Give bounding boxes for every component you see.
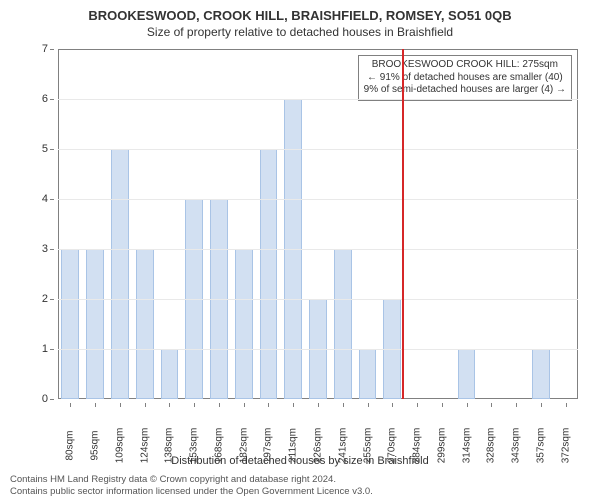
annot-line-1: BROOKESWOOD CROOK HILL: 275sqm bbox=[364, 59, 566, 72]
x-tick-label: 255sqm bbox=[362, 428, 373, 464]
x-tick bbox=[417, 403, 418, 407]
x-tick-label: 299sqm bbox=[436, 428, 447, 464]
y-tick bbox=[50, 349, 54, 350]
x-tick bbox=[318, 403, 319, 407]
bar bbox=[359, 349, 377, 399]
x-tick bbox=[392, 403, 393, 407]
x-tick bbox=[145, 403, 146, 407]
x-tick-label: 357sqm bbox=[535, 428, 546, 464]
footer-line-2: Contains public sector information licen… bbox=[10, 486, 590, 498]
footer-line-1: Contains HM Land Registry data © Crown c… bbox=[10, 474, 590, 486]
footer-attribution: Contains HM Land Registry data © Crown c… bbox=[10, 474, 590, 498]
bar bbox=[532, 349, 550, 399]
x-tick-label: 270sqm bbox=[387, 428, 398, 464]
x-tick bbox=[194, 403, 195, 407]
x-tick-label: 138sqm bbox=[164, 428, 175, 464]
x-tick-label: 124sqm bbox=[139, 428, 150, 464]
x-tick bbox=[491, 403, 492, 407]
y-tick bbox=[50, 99, 54, 100]
x-tick bbox=[70, 403, 71, 407]
y-tick bbox=[50, 249, 54, 250]
x-tick bbox=[516, 403, 517, 407]
x-tick bbox=[442, 403, 443, 407]
gridline bbox=[58, 349, 578, 350]
x-tick-label: 95sqm bbox=[90, 430, 101, 460]
bar bbox=[111, 149, 129, 399]
x-tick bbox=[219, 403, 220, 407]
bar bbox=[61, 249, 79, 399]
annot-line-3: 9% of semi-detached houses are larger (4… bbox=[364, 84, 566, 97]
bar bbox=[334, 249, 352, 399]
page-title: BROOKESWOOD, CROOK HILL, BRAISHFIELD, RO… bbox=[10, 8, 590, 23]
x-tick bbox=[268, 403, 269, 407]
x-tick-label: 168sqm bbox=[213, 428, 224, 464]
x-tick bbox=[467, 403, 468, 407]
y-tick-label: 1 bbox=[30, 343, 48, 355]
x-tick-label: 241sqm bbox=[337, 428, 348, 464]
x-tick-label: 211sqm bbox=[288, 428, 299, 463]
y-tick bbox=[50, 299, 54, 300]
y-tick-label: 7 bbox=[30, 43, 48, 55]
histogram-chart: Number of detached properties BROOKESWOO… bbox=[58, 49, 578, 399]
y-tick bbox=[50, 199, 54, 200]
y-tick bbox=[50, 149, 54, 150]
marker-annotation: BROOKESWOOD CROOK HILL: 275sqm ← 91% of … bbox=[358, 55, 572, 101]
y-tick-label: 6 bbox=[30, 93, 48, 105]
y-tick bbox=[50, 399, 54, 400]
annot-line-2: ← 91% of detached houses are smaller (40… bbox=[364, 72, 566, 85]
gridline bbox=[58, 299, 578, 300]
bar bbox=[235, 249, 253, 399]
reference-line bbox=[402, 49, 404, 399]
x-tick-label: 372sqm bbox=[560, 428, 571, 464]
x-tick bbox=[169, 403, 170, 407]
x-tick-label: 197sqm bbox=[263, 428, 274, 464]
gridline bbox=[58, 149, 578, 150]
x-tick-label: 328sqm bbox=[486, 428, 497, 464]
x-tick-label: 343sqm bbox=[511, 428, 522, 464]
bar bbox=[260, 149, 278, 399]
x-tick bbox=[293, 403, 294, 407]
bar bbox=[86, 249, 104, 399]
x-tick bbox=[95, 403, 96, 407]
y-tick-label: 2 bbox=[30, 293, 48, 305]
page-subtitle: Size of property relative to detached ho… bbox=[10, 25, 590, 39]
gridline bbox=[58, 249, 578, 250]
x-tick-label: 314sqm bbox=[461, 428, 472, 464]
gridline bbox=[58, 199, 578, 200]
x-tick bbox=[120, 403, 121, 407]
x-tick bbox=[368, 403, 369, 407]
x-tick-label: 80sqm bbox=[65, 430, 76, 460]
x-tick-label: 153sqm bbox=[189, 428, 200, 464]
gridline bbox=[58, 99, 578, 100]
y-tick-label: 3 bbox=[30, 243, 48, 255]
bars-layer bbox=[58, 49, 578, 399]
x-tick bbox=[541, 403, 542, 407]
x-tick bbox=[566, 403, 567, 407]
x-tick bbox=[244, 403, 245, 407]
bar bbox=[458, 349, 476, 399]
y-tick bbox=[50, 49, 54, 50]
bar bbox=[136, 249, 154, 399]
x-tick bbox=[343, 403, 344, 407]
bar bbox=[161, 349, 179, 399]
x-tick-label: 284sqm bbox=[412, 428, 423, 464]
y-tick-label: 5 bbox=[30, 143, 48, 155]
x-tick-label: 226sqm bbox=[313, 428, 324, 464]
x-tick-label: 182sqm bbox=[238, 428, 249, 464]
y-tick-label: 0 bbox=[30, 393, 48, 405]
y-tick-label: 4 bbox=[30, 193, 48, 205]
x-tick-label: 109sqm bbox=[114, 428, 125, 464]
